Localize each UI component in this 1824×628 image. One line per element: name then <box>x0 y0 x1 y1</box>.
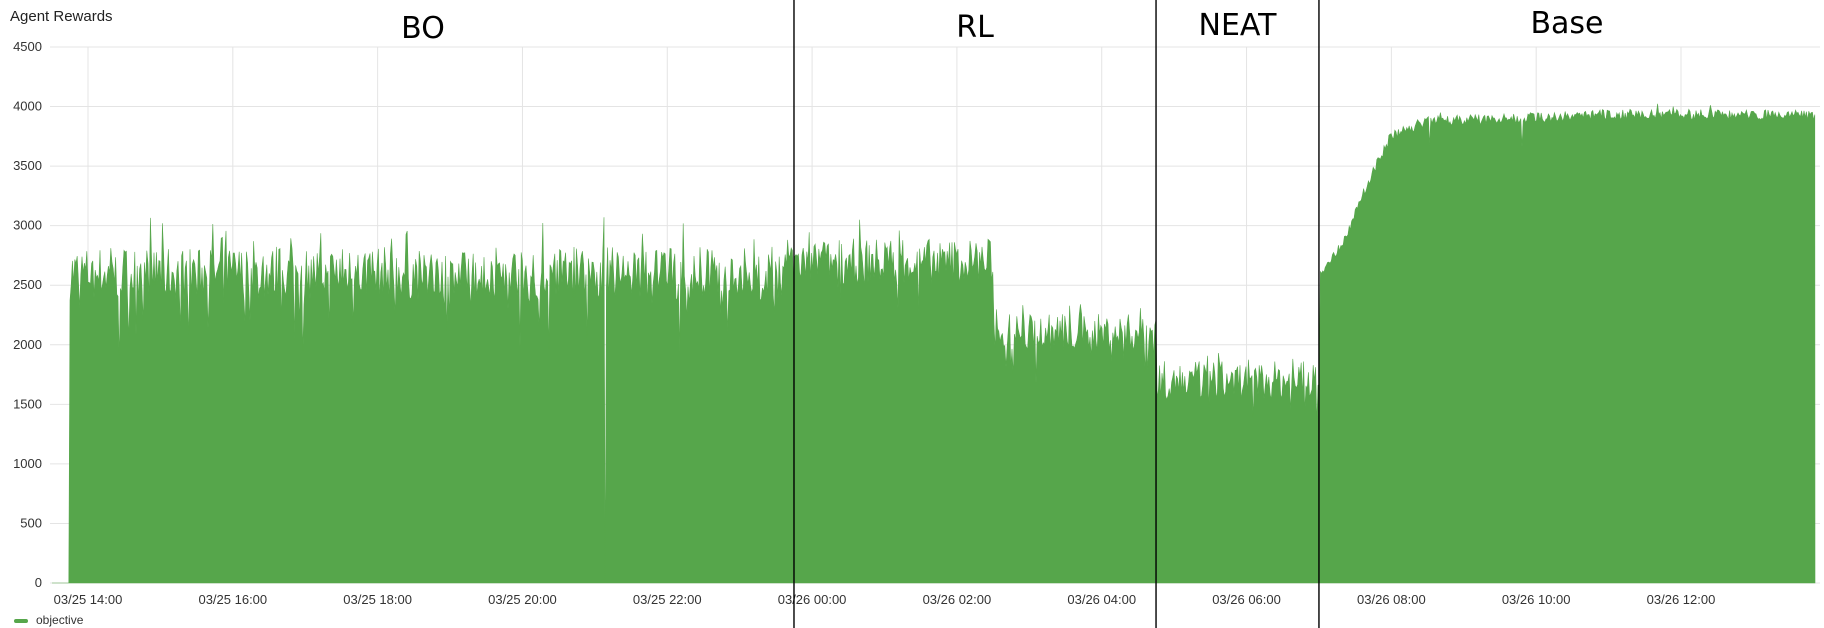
phase-label-neat: NEAT <box>1199 8 1278 43</box>
y-tick-label: 4000 <box>13 99 42 114</box>
phase-label-base: Base <box>1530 6 1603 41</box>
legend[interactable]: objective <box>14 613 84 627</box>
panel-title: Agent Rewards <box>10 8 113 25</box>
y-tick-label: 1500 <box>13 396 42 411</box>
series-objective-area <box>52 103 1816 584</box>
x-tick-label: 03/25 14:00 <box>54 592 123 607</box>
x-tick-label: 03/26 04:00 <box>1067 592 1136 607</box>
y-tick-label: 2500 <box>13 277 42 292</box>
x-tick-label: 03/26 10:00 <box>1502 592 1571 607</box>
y-axis: 4500 4000 3500 3000 2500 2000 1500 1000 500 0 <box>13 39 42 590</box>
y-tick-label: 0 <box>35 575 42 590</box>
y-tick-label: 500 <box>20 515 42 530</box>
phase-label-rl: RL <box>956 10 994 45</box>
y-tick-label: 3500 <box>13 158 42 173</box>
x-tick-label: 03/25 16:00 <box>198 592 267 607</box>
x-tick-label: 03/26 08:00 <box>1357 592 1426 607</box>
x-tick-label: 03/25 18:00 <box>343 592 412 607</box>
x-tick-label: 03/25 20:00 <box>488 592 557 607</box>
legend-label: objective <box>36 613 84 627</box>
legend-swatch <box>14 619 28 623</box>
x-tick-label: 03/25 22:00 <box>633 592 702 607</box>
x-tick-label: 03/26 02:00 <box>923 592 992 607</box>
series-objective <box>52 103 1816 584</box>
phase-annotations: BO RL NEAT Base <box>401 0 1604 628</box>
x-tick-label: 03/26 00:00 <box>778 592 847 607</box>
y-tick-label: 2000 <box>13 337 42 352</box>
x-tick-label: 03/26 06:00 <box>1212 592 1281 607</box>
x-axis: 03/25 14:00 03/25 16:00 03/25 18:00 03/25 2… <box>54 592 1716 607</box>
phase-label-bo: BO <box>401 11 445 46</box>
y-tick-label: 1000 <box>13 456 42 471</box>
x-tick-label: 03/26 12:00 <box>1647 592 1716 607</box>
y-tick-label: 3000 <box>13 218 42 233</box>
y-tick-label: 4500 <box>13 39 42 54</box>
